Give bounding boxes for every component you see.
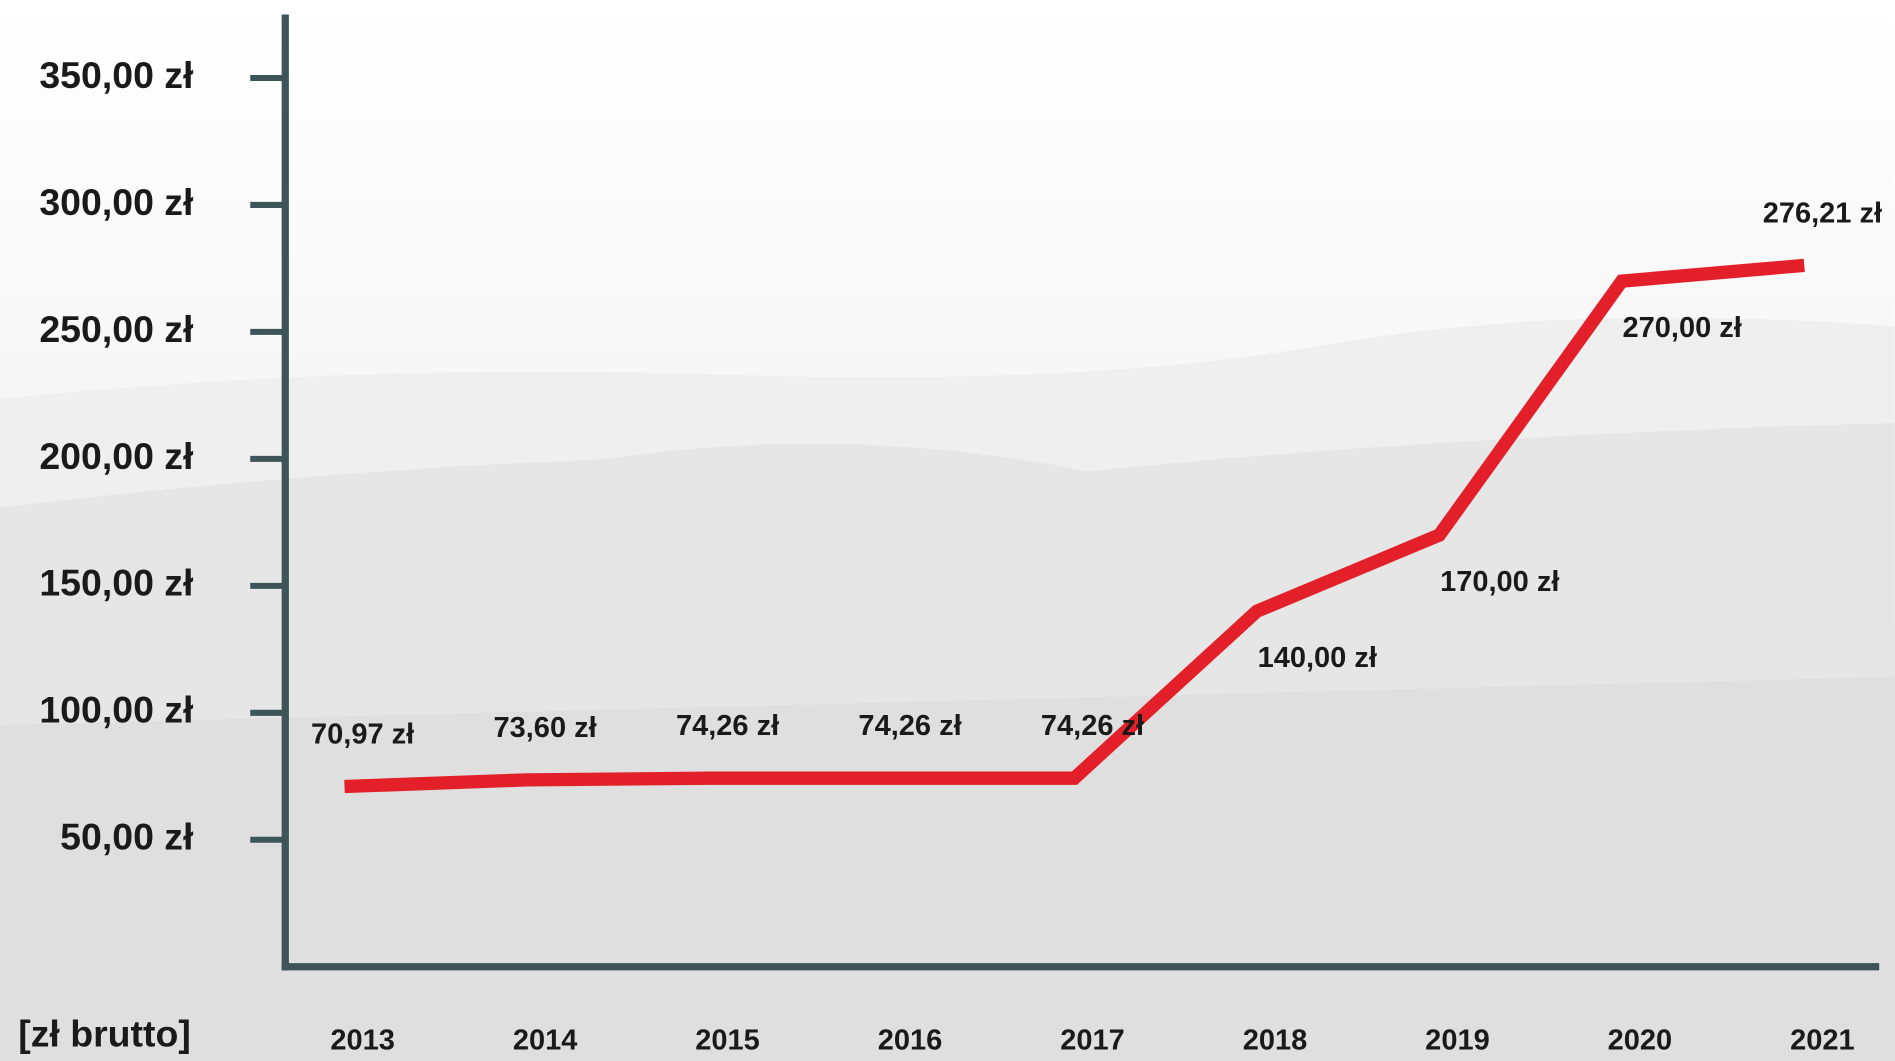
y-tick-label: 250,00 zł — [39, 308, 194, 350]
x-tick-label: 2018 — [1243, 1024, 1308, 1056]
data-line — [344, 258, 1805, 794]
value-label: 140,00 zł — [1258, 642, 1377, 674]
x-tick-label: 2021 — [1790, 1024, 1855, 1056]
x-tick-label: 2020 — [1608, 1024, 1673, 1056]
y-axis-label: [zł brutto] — [18, 1013, 191, 1055]
value-label: 70,97 zł — [311, 718, 414, 750]
y-tick-label: 100,00 zł — [39, 689, 194, 731]
value-label: 73,60 zł — [493, 712, 596, 744]
value-label: 74,26 zł — [858, 710, 961, 742]
y-tick-label: 50,00 zł — [60, 816, 194, 858]
y-tick-label: 300,00 zł — [39, 181, 194, 223]
y-tick-label: 350,00 zł — [39, 54, 194, 96]
value-label: 74,26 zł — [676, 710, 779, 742]
x-tick-label: 2015 — [695, 1024, 760, 1056]
x-tick-label: 2013 — [330, 1024, 395, 1056]
x-tick-label: 2019 — [1425, 1024, 1490, 1056]
x-tick-label: 2016 — [878, 1024, 943, 1056]
value-label: 170,00 zł — [1440, 566, 1559, 598]
x-tick-label: 2014 — [513, 1024, 578, 1056]
x-tick-label: 2017 — [1060, 1024, 1125, 1056]
y-tick-label: 200,00 zł — [39, 435, 194, 477]
value-label: 276,21 zł — [1763, 197, 1882, 229]
y-tick-label: 150,00 zł — [39, 562, 194, 604]
value-label: 74,26 zł — [1041, 710, 1144, 742]
value-label: 270,00 zł — [1623, 312, 1742, 344]
